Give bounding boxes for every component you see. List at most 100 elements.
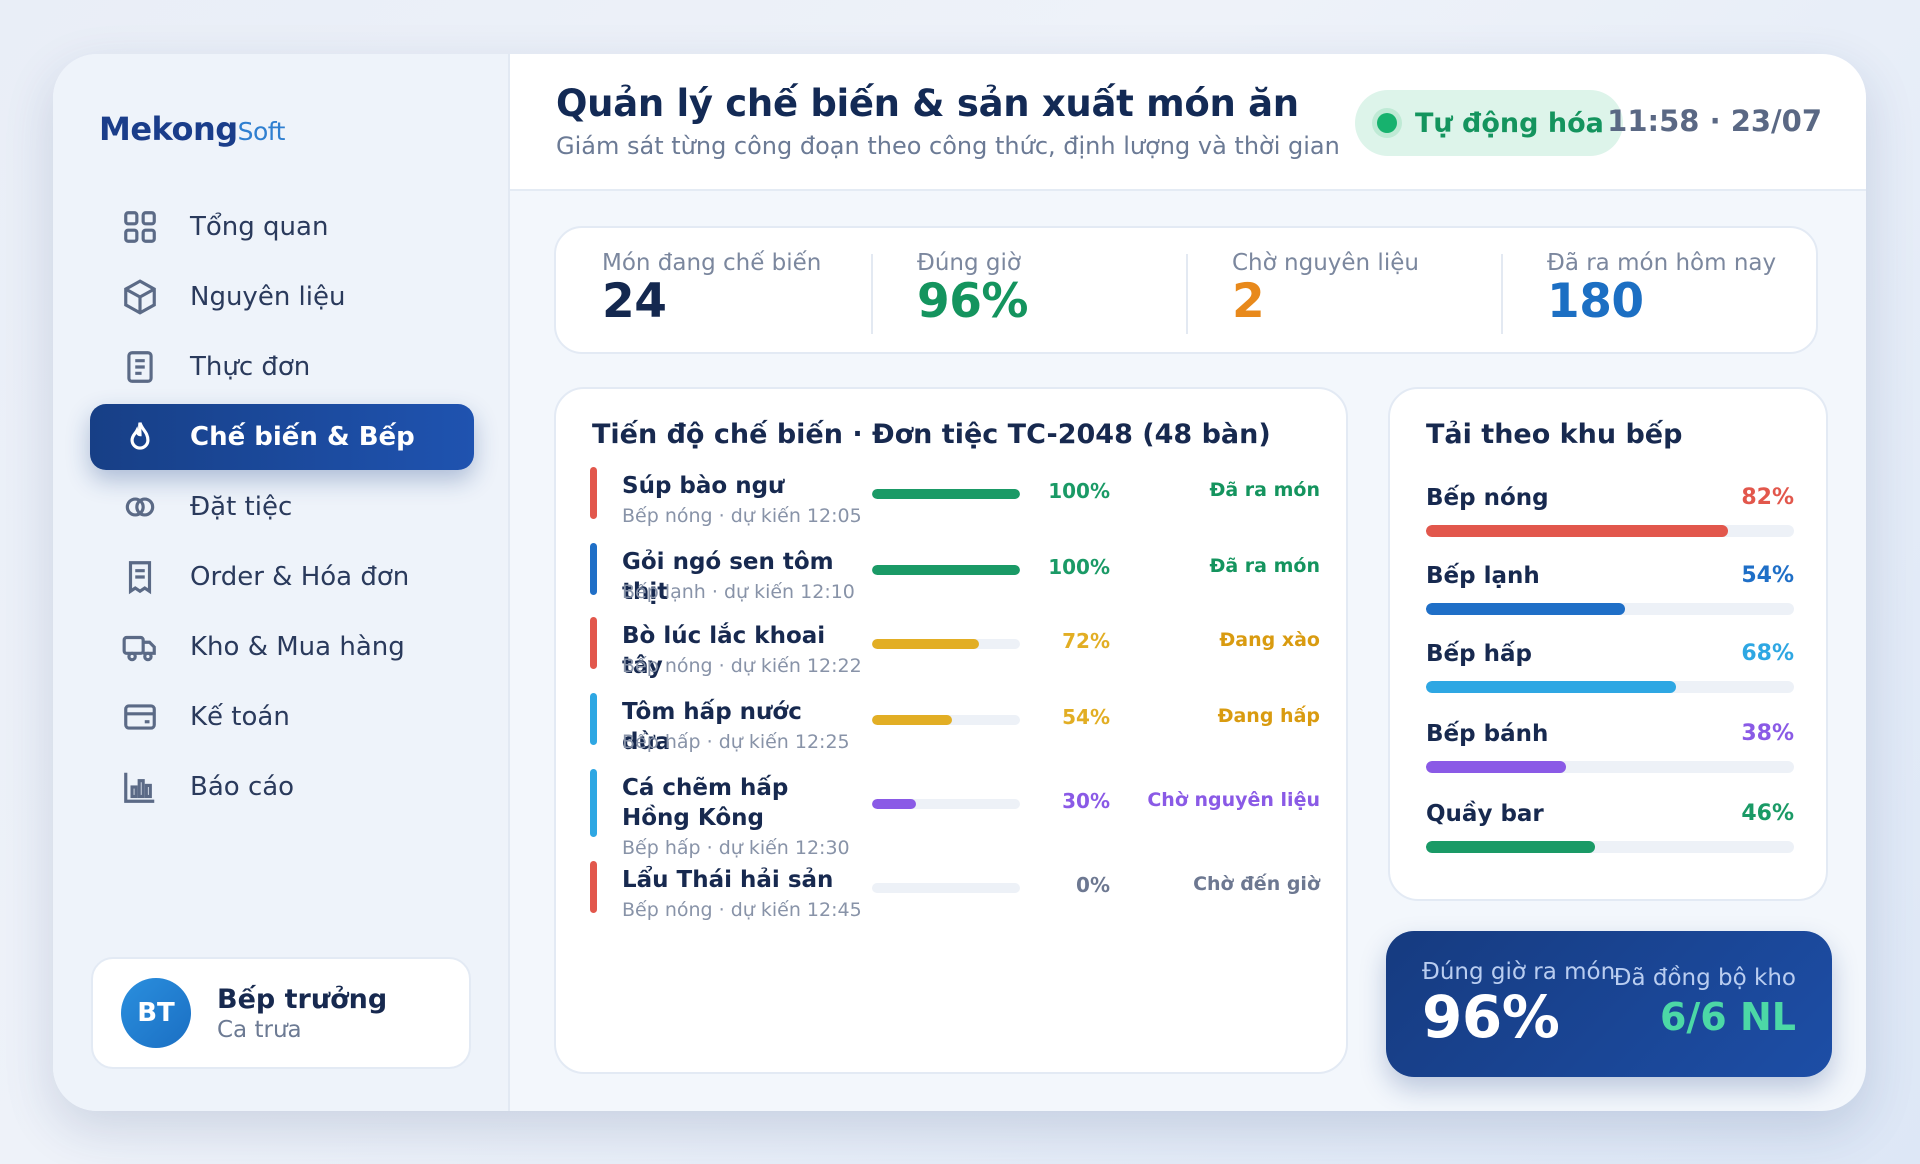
progress-row[interactable]: Gỏi ngó sen tôm thịt Bếp lạnh · dự kiến 1… [590,543,1320,605]
sidebar-item-dat-tiec[interactable]: Đặt tiệc [90,474,474,540]
sidebar-item-label: Đặt tiệc [190,492,293,522]
stat-label: Đã ra món hôm nay [1547,250,1777,276]
progress-row[interactable]: Lẩu Thái hải sản Bếp nóng · dự kiến 12:45… [590,861,1320,923]
progress-row[interactable]: Cá chẽm hấp Hồng Kông Bếp hấp · dự kiến 1… [590,769,1320,859]
stat-label: Chờ nguyên liệu [1232,250,1419,276]
stats-bar: Món đang chế biến 24 Đúng giờ 96% Chờ ng… [554,226,1818,354]
kitchen-load-track [1426,761,1794,773]
stat-label: Món đang chế biến [602,250,822,276]
kitchen-load-fill [1426,681,1677,693]
sidebar-item-nguyen-lieu[interactable]: Nguyên liệu [90,264,474,330]
sidebar-item-label: Kho & Mua hàng [190,632,405,662]
kitchen-load-percent: 68% [1741,641,1794,666]
sidebar-nav: Tổng quan Nguyên liệu Thực đơn Chế biến … [90,194,474,824]
station-accent [590,693,597,745]
flame-icon [120,417,160,457]
main-content: Quản lý chế biến & sản xuất món ăn Giám … [510,54,1866,1111]
sidebar-item-che-bien-bep[interactable]: Chế biến & Bếp [90,404,474,470]
station-accent [590,543,597,595]
progress-fill [872,799,917,809]
summary-card: Đúng giờ ra món 96% Đã đồng bộ kho 6/6 N… [1386,931,1832,1077]
grid-icon [120,207,160,247]
user-card[interactable]: BT Bếp trưởng Ca trưa [91,957,471,1069]
status-dot-icon [1377,113,1397,133]
progress-row[interactable]: Tôm hấp nước dừa Bếp hấp · dự kiến 12:25 5… [590,693,1320,755]
kitchen-load-row[interactable]: Bếp lạnh 54% [1426,563,1794,617]
progress-card: Tiến độ chế biến · Đơn tiệc TC-2048 (48 … [554,387,1348,1074]
truck-icon [120,627,160,667]
kitchen-load-percent: 46% [1741,801,1794,826]
progress-percent: 100% [1048,479,1110,503]
kitchen-load-row[interactable]: Bếp bánh 38% [1426,721,1794,775]
sidebar-item-thuc-don[interactable]: Thực đơn [90,334,474,400]
user-meta: Bếp trưởng Ca trưa [217,984,387,1043]
dish-meta: Bếp nóng · dự kiến 12:45 [622,899,862,921]
user-shift: Ca trưa [217,1016,302,1043]
summary-on-time-value: 96% [1422,983,1560,1051]
receipt-icon [120,557,160,597]
summary-on-time-label: Đúng giờ ra món [1422,959,1616,985]
kitchen-load-fill [1426,525,1728,537]
sidebar-item-kho-mua-hang[interactable]: Kho & Mua hàng [90,614,474,680]
stat-value: 24 [602,274,667,329]
bar-chart-icon [120,767,160,807]
kitchen-load-percent: 54% [1741,563,1794,588]
menu-doc-icon [120,347,160,387]
kitchen-name: Bếp bánh [1426,721,1549,747]
stat-value: 180 [1547,274,1644,329]
dish-meta: Bếp nóng · dự kiến 12:22 [622,655,862,677]
kitchen-load-track [1426,603,1794,615]
sidebar-item-bao-cao[interactable]: Báo cáo [90,754,474,820]
dish-name: Lẩu Thái hải sản [622,867,834,893]
user-name: Bếp trưởng [217,983,388,1015]
progress-track [872,565,1020,575]
sidebar-item-label: Tổng quan [190,212,329,242]
sidebar-item-label: Order & Hóa đơn [190,562,410,592]
kitchen-load-row[interactable]: Bếp hấp 68% [1426,641,1794,695]
page-subtitle: Giám sát từng công đoạn theo công thức, … [556,132,1340,160]
station-accent [590,617,597,669]
status-badge: Chờ nguyên liệu [1147,789,1320,811]
kitchen-name: Quầy bar [1426,801,1544,827]
page-title: Quản lý chế biến & sản xuất món ăn [556,82,1299,125]
progress-row[interactable]: Súp bào ngư Bếp nóng · dự kiến 12:05 100% Đ… [590,467,1320,529]
kitchen-load-row[interactable]: Quầy bar 46% [1426,801,1794,855]
automation-toggle[interactable]: Tự động hóa [1355,90,1623,156]
progress-track [872,883,1020,893]
kitchen-name: Bếp hấp [1426,641,1532,667]
progress-track [872,715,1020,725]
brand-logo[interactable]: MekongSoft [99,110,285,148]
station-accent [590,861,597,913]
progress-row[interactable]: Bò lúc lắc khoai tây Bếp nóng · dự kiến 1… [590,617,1320,679]
kitchen-load-percent: 38% [1741,721,1794,746]
sidebar-item-label: Chế biến & Bếp [190,422,415,452]
sidebar-item-label: Nguyên liệu [190,282,346,312]
stat-cooking: Món đang chế biến 24 [556,228,871,352]
progress-percent: 54% [1062,705,1110,729]
dish-name: Bò lúc lắc khoai tây [622,623,826,679]
kitchen-load-track [1426,525,1794,537]
stat-value: 2 [1232,274,1265,329]
page-header: Quản lý chế biến & sản xuất món ăn Giám … [510,54,1866,191]
sidebar: MekongSoft Tổng quan Nguyên liệu Thực đơ… [53,54,510,1111]
progress-percent: 0% [1076,873,1110,897]
kitchen-load-percent: 82% [1741,485,1794,510]
wallet-icon [120,697,160,737]
sidebar-item-tong-quan[interactable]: Tổng quan [90,194,474,260]
dish-meta: Bếp hấp · dự kiến 12:25 [622,731,850,753]
progress-track [872,489,1020,499]
kitchen-load-row[interactable]: Bếp nóng 82% [1426,485,1794,539]
sidebar-item-ke-toan[interactable]: Kế toán [90,684,474,750]
progress-track [872,639,1020,649]
kitchen-load-title: Tải theo khu bếp [1426,419,1683,450]
clock: 11:58 · 23/07 [1607,104,1822,138]
kitchen-load-fill [1426,761,1566,773]
sidebar-item-label: Thực đơn [190,352,311,382]
kitchen-load-fill [1426,841,1596,853]
sidebar-item-order-hoa-don[interactable]: Order & Hóa đơn [90,544,474,610]
status-badge: Đang hấp [1217,705,1320,727]
sidebar-item-label: Kế toán [190,702,290,732]
status-badge: Đã ra món [1209,479,1320,501]
brand-name: Mekong [99,110,238,148]
progress-percent: 72% [1062,629,1110,653]
